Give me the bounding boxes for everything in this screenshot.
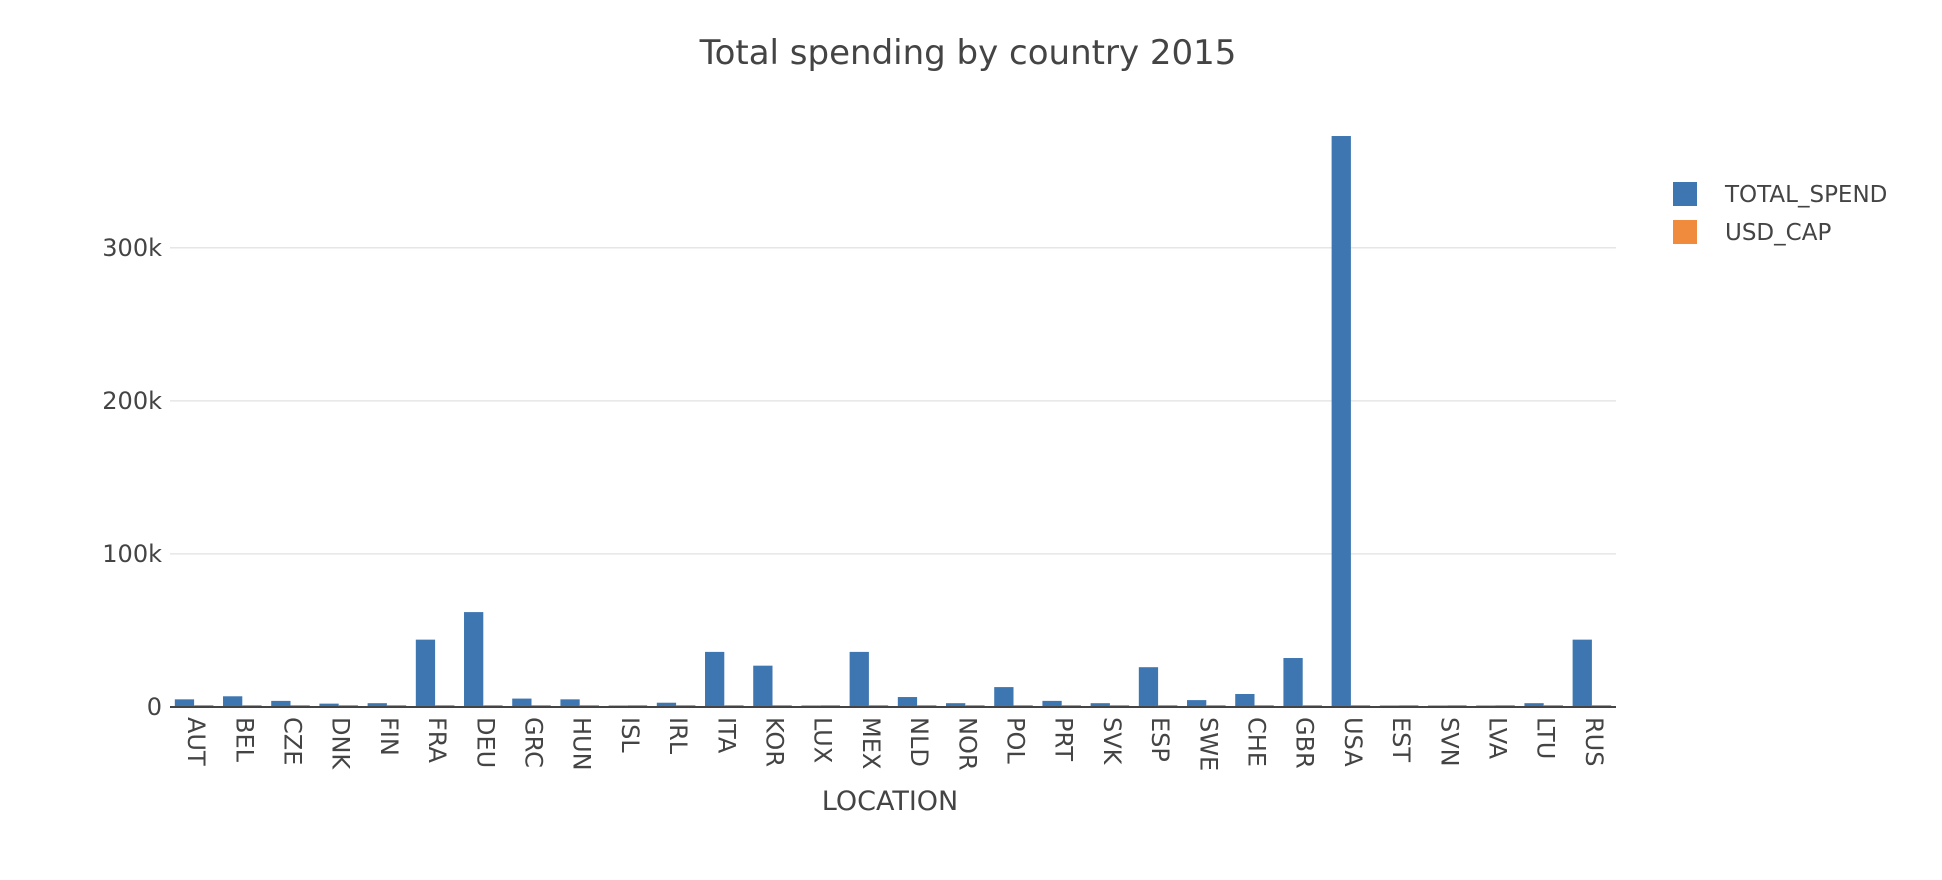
x-tick-label: DNK xyxy=(327,717,355,770)
bar-total-spend-deu[interactable] xyxy=(464,612,484,707)
bar-total-spend-bel[interactable] xyxy=(223,696,243,707)
x-tick-label: MEX xyxy=(857,717,885,769)
chart-title: Total spending by country 2015 xyxy=(699,33,1237,73)
x-tick-label: BEL xyxy=(230,717,258,763)
x-tick-label: DEU xyxy=(471,717,499,768)
x-tick-label: GBR xyxy=(1291,717,1319,769)
bar-total-spend-usa[interactable] xyxy=(1331,136,1351,707)
legend-swatch-total-spend[interactable] xyxy=(1673,182,1697,206)
bar-total-spend-svk[interactable] xyxy=(1090,703,1110,707)
bar-total-spend-prt[interactable] xyxy=(1042,700,1062,707)
bar-total-spend-aut[interactable] xyxy=(174,699,195,707)
x-tick-label: ISL xyxy=(616,717,644,753)
x-tick-label: EST xyxy=(1387,717,1415,762)
bar-total-spend-grc[interactable] xyxy=(512,698,532,707)
x-tick-label: ESP xyxy=(1146,717,1174,762)
bar-total-spend-pol[interactable] xyxy=(994,687,1014,707)
x-tick-label: IRL xyxy=(664,717,692,755)
x-tick-label: LUX xyxy=(809,717,837,763)
bar-total-spend-gbr[interactable] xyxy=(1283,658,1303,707)
bar-total-spend-hun[interactable] xyxy=(560,699,580,707)
x-tick-label: AUT xyxy=(182,717,210,766)
bar-total-spend-dnk[interactable] xyxy=(319,703,339,707)
y-tick-label: 300k xyxy=(102,234,162,262)
x-tick-label: ITA xyxy=(712,717,740,754)
x-tick-label: SVK xyxy=(1098,717,1126,766)
bar-total-spend-kor[interactable] xyxy=(753,665,773,707)
x-tick-label: NLD xyxy=(905,717,933,767)
y-tick-label: 100k xyxy=(102,540,162,568)
x-tick-label: FRA xyxy=(423,717,451,764)
x-tick-label: USA xyxy=(1339,717,1367,767)
bar-total-spend-che[interactable] xyxy=(1235,693,1255,707)
x-tick-label: PRT xyxy=(1050,717,1078,761)
legend[interactable]: TOTAL_SPEND USD_CAP xyxy=(1673,182,1887,246)
x-tick-label: FIN xyxy=(375,717,403,756)
bar-total-spend-esp[interactable] xyxy=(1138,667,1159,707)
y-axis-ticks: 0 100k 200k 300k xyxy=(102,234,162,721)
bar-total-spend-fra[interactable] xyxy=(415,639,436,707)
bars xyxy=(174,136,1612,707)
bar-total-spend-irl[interactable] xyxy=(656,702,677,707)
bar-total-spend-fin[interactable] xyxy=(367,703,387,707)
legend-label-usd-cap[interactable]: USD_CAP xyxy=(1725,220,1831,246)
bar-total-spend-cze[interactable] xyxy=(271,700,291,707)
x-tick-label: NOR xyxy=(953,717,981,771)
x-tick-label: SVN xyxy=(1435,717,1463,767)
x-tick-label: LTU xyxy=(1532,717,1560,759)
bar-total-spend-ita[interactable] xyxy=(705,651,725,707)
bar-total-spend-swe[interactable] xyxy=(1187,700,1207,707)
legend-swatch-usd-cap[interactable] xyxy=(1673,220,1697,244)
x-tick-label: POL xyxy=(1002,717,1030,764)
x-axis-ticks: AUT BEL CZE DNK FIN FRA DEU GRC HUN ISL IRL ITA KOR L… xyxy=(182,717,1608,771)
x-tick-label: HUN xyxy=(568,717,596,771)
gridlines xyxy=(170,247,1616,555)
y-tick-label: 200k xyxy=(102,387,162,415)
bar-total-spend-mex[interactable] xyxy=(849,651,869,707)
bar-total-spend-ltu[interactable] xyxy=(1524,703,1544,707)
legend-label-total-spend[interactable]: TOTAL_SPEND xyxy=(1724,182,1887,208)
x-tick-label: LVA xyxy=(1484,717,1512,760)
x-tick-label: CZE xyxy=(279,717,307,765)
bar-total-spend-rus[interactable] xyxy=(1572,639,1592,707)
x-tick-label: RUS xyxy=(1580,717,1608,766)
y-tick-label: 0 xyxy=(147,693,162,721)
x-tick-label: SWE xyxy=(1194,717,1222,771)
x-axis-title: LOCATION xyxy=(822,786,958,817)
bar-total-spend-nor[interactable] xyxy=(946,703,966,707)
x-tick-label: KOR xyxy=(761,717,789,767)
x-tick-label: CHE xyxy=(1243,717,1271,767)
bar-total-spend-nld[interactable] xyxy=(897,697,918,707)
x-tick-label: GRC xyxy=(520,717,548,768)
